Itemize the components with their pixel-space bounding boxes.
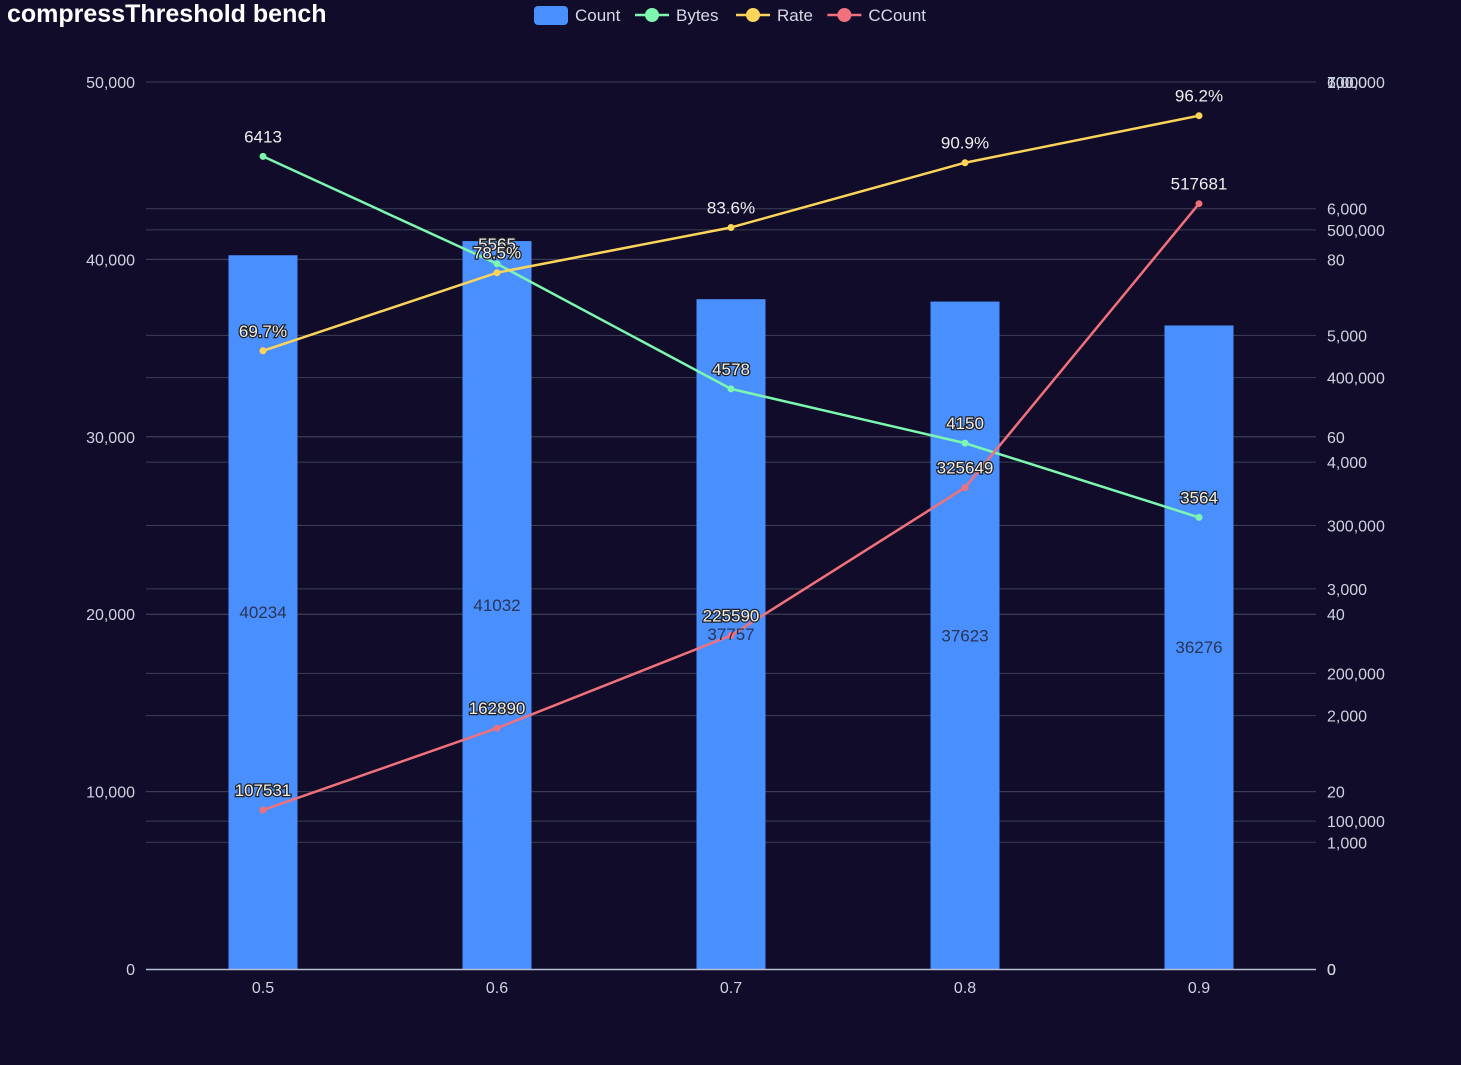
right-axis-tick-label: 3,000 [1327,582,1367,599]
x-axis-tick-label: 0.6 [486,980,508,997]
right-axis-tick-label: 0 [1327,962,1336,979]
data-labels: 40234 41032 37757 37623 36276 6413 5565 4578 415… [233,87,1228,802]
count-bar-value-label: 37757 [707,625,754,644]
right-axis-tick-label: 20 [1327,785,1345,802]
ccount-point [1195,200,1203,208]
ccount-value-label: 107531 [235,781,292,800]
ccount-point [727,632,735,640]
right-axis-tick-label: 5,000 [1327,328,1367,345]
ccount-value-label: 162890 [469,699,526,718]
right-axis-tick-label: 6,000 [1327,202,1367,219]
right-axis-tick-label: 0 [1327,962,1336,979]
rate-value-label: 78.5% [473,244,521,263]
ccount-value-label: 517681 [1171,175,1228,194]
ccount-point [259,806,267,814]
bytes-point [1195,513,1203,521]
legend: Count Bytes Rate CCount [534,6,926,25]
bytes-value-label: 3564 [1180,488,1218,507]
count-bar [930,301,1000,969]
count-bar-value-label: 36276 [1175,638,1222,657]
legend-label: Count [575,6,621,25]
right-axis-tick-label: 7,000 [1327,75,1367,92]
rate-value-label: 69.7% [239,322,287,341]
legend-label: Rate [777,6,813,25]
left-axis-tick-label: 20,000 [86,607,135,624]
ccount-point [961,484,969,492]
right-axis-tick-label: 200,000 [1327,666,1385,683]
rate-point [259,347,267,355]
left-y-axis: 0 10,000 20,000 30,000 40,000 50,000 [86,75,135,979]
legend-item-count: Count [534,6,621,25]
rate-point [961,159,969,167]
rate-point [727,223,735,231]
count-bar-value-label: 41032 [473,596,520,615]
legend-swatch-dot [837,8,852,22]
ccount-point [493,724,501,732]
right-axis-tick-label: 80 [1327,252,1345,269]
rate-point [1195,112,1203,120]
ccount-value-label: 225590 [703,607,760,626]
bytes-value-label: 5565 [478,235,516,254]
legend-label: CCount [868,6,926,25]
left-axis-tick-label: 30,000 [86,430,135,447]
left-axis-tick-label: 50,000 [86,75,135,92]
x-axis: 0.5 0.6 0.7 0.8 0.9 [146,968,1316,997]
rate-value-label: 90.9% [941,134,989,153]
count-bar [462,241,532,970]
bytes-value-label: 4150 [946,414,984,433]
x-axis-tick-label: 0.5 [252,980,274,997]
line-series [259,112,1203,814]
right-y-axes: 01,0002,0003,0004,0005,0006,0007,0000204… [1327,75,1385,979]
x-axis-tick-label: 0.8 [954,980,976,997]
legend-item-rate: Rate [736,6,813,25]
right-axis-tick-label: 2,000 [1327,709,1367,726]
bytes-value-label: 4578 [712,360,750,379]
right-axis-tick-label: 500,000 [1327,223,1385,240]
right-axis-tick-label: 60 [1327,430,1345,447]
right-axis-tick-label: 400,000 [1327,371,1385,388]
right-axis-tick-label: 100 [1327,75,1354,92]
right-axis-tick-label: 4,000 [1327,455,1367,472]
right-axis-tick-label: 1,000 [1327,835,1367,852]
count-bars [228,241,1234,970]
legend-item-ccount: CCount [827,6,926,25]
count-bar-value-label: 40234 [239,603,286,622]
legend-swatch-dot [746,8,760,22]
count-bar [228,255,298,969]
bytes-point [727,385,735,393]
right-axis-tick-label: 300,000 [1327,519,1385,536]
x-axis-tick-label: 0.9 [1188,980,1210,997]
left-axis-tick-label: 10,000 [86,785,135,802]
count-bar [1164,325,1234,969]
rate-point [493,269,501,277]
count-bar-value-label: 37623 [941,626,988,645]
chart-title: compressThreshold bench [7,0,327,28]
x-axis-tick-label: 0.7 [720,980,742,997]
bytes-point [493,260,501,268]
right-axis-tick-label: 40 [1327,607,1345,624]
left-axis-tick-label: 0 [126,962,135,979]
rate-value-label: 83.6% [707,198,755,217]
legend-item-bytes: Bytes [635,6,719,25]
right-axis-tick-label: 0 [1327,962,1336,979]
right-axis-tick-label: 100,000 [1327,814,1385,831]
bytes-point [961,439,969,447]
rate-value-label: 96.2% [1175,87,1223,106]
left-axis-tick-label: 40,000 [86,252,135,269]
legend-label: Bytes [676,6,719,25]
bytes-value-label: 6413 [244,127,282,146]
ccount-value-label: 325649 [937,459,994,478]
right-axis-tick-label: 600,000 [1327,75,1385,92]
bytes-point [259,152,267,160]
legend-swatch-dot [645,8,659,22]
legend-swatch-bar [534,6,568,25]
